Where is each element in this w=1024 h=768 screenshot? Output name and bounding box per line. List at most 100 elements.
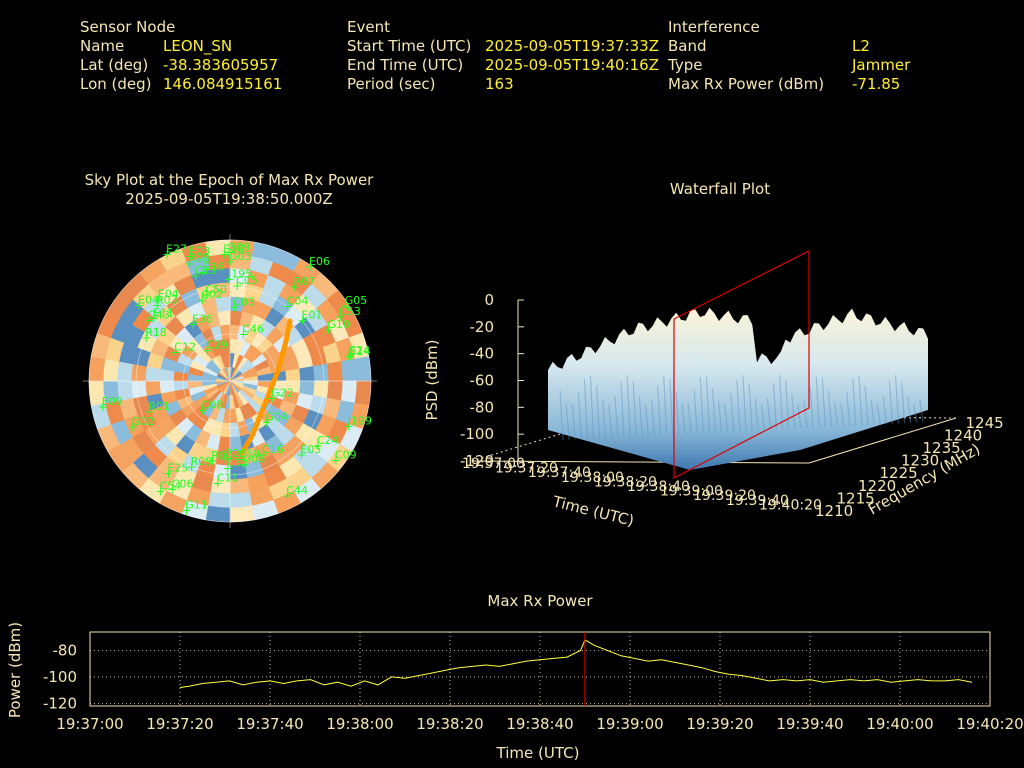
satellite-marker: + (181, 504, 191, 518)
satellite-marker: + (297, 314, 307, 328)
waterfall-time-tick-label: 19:37:20 (495, 461, 558, 477)
satellite-marker: + (344, 350, 354, 364)
satellite-label: G03 (229, 250, 252, 263)
waterfall-streak (888, 381, 893, 424)
waterfall-psd-tick-label: 0 (484, 291, 494, 309)
waterfall-streak (791, 394, 796, 429)
waterfall-psd-tick-label: -20 (470, 318, 495, 336)
waterfall-time-tick-label: 19:40:20 (759, 497, 822, 513)
satellite-label: C13 (195, 264, 217, 277)
satellite-label: C05 (236, 274, 258, 287)
satellite-label: C54 (160, 480, 182, 493)
satellite-label: E11 (153, 306, 174, 319)
event-period-value: 163 (485, 75, 514, 93)
waterfall-streak (742, 375, 747, 432)
waterfall-time-axis (471, 460, 810, 464)
satellite-label: G04 (266, 410, 289, 423)
waterfall-streak (864, 386, 869, 426)
satellite-marker: + (344, 420, 354, 434)
satellite-marker: + (187, 460, 197, 474)
waterfall-streak (589, 375, 595, 439)
waterfall-streak (754, 398, 759, 431)
satellite-label: C50 (205, 283, 227, 296)
waterfall-streak (846, 391, 851, 426)
waterfall-psd-tick-label: -60 (470, 372, 495, 390)
waterfall-streak (718, 401, 723, 433)
satellite-marker: + (188, 317, 198, 331)
satellite-label: C44 (286, 484, 308, 497)
satellite-label: E25 (167, 461, 188, 474)
satellite-marker: + (144, 314, 154, 328)
event-period-label: Period (sec) (347, 75, 436, 93)
waterfall-streak (681, 403, 686, 435)
sensor-lat-label: Lat (deg) (80, 56, 149, 74)
waterfall-streak (693, 389, 698, 434)
waterfall-time-tick-label: 19:37:40 (528, 465, 591, 481)
satellite-label: R03 (156, 293, 178, 306)
sensor-title: Sensor Node (80, 18, 176, 36)
satellite-label: R09 (191, 455, 213, 468)
satellite-marker: + (296, 448, 306, 462)
waterfall-streak (827, 390, 832, 427)
maxrx-x-tick-label: 19:38:40 (506, 715, 573, 733)
waterfall-streak (559, 389, 564, 441)
satellite-marker: + (305, 260, 315, 274)
satellite-label: E03 (189, 244, 210, 257)
waterfall-streak (632, 381, 637, 437)
maxrx-x-tick-label: 19:39:40 (776, 715, 843, 733)
satellite-label: J195 (227, 268, 252, 281)
satellite-label: R98 (188, 252, 210, 265)
satellite-marker: + (267, 392, 277, 406)
waterfall-time-tick-label: 19:39:00 (660, 484, 723, 500)
maxrx-x-tick-label: 19:37:20 (146, 715, 213, 733)
satellite-marker: + (201, 288, 211, 302)
sensor-lon-label: Lon (deg) (80, 75, 152, 93)
satellite-marker: + (207, 454, 217, 468)
maxrx-y-tick-label: -120 (43, 694, 77, 712)
satellite-marker: + (134, 298, 144, 312)
satellite-label: C08 (202, 399, 224, 412)
satellite-label: C29 (206, 338, 228, 351)
satellite-label: C04 (287, 294, 309, 307)
satellite-label: E36 (192, 312, 213, 325)
satellite-marker: + (198, 404, 208, 418)
waterfall-frequency-tick-label: 1225 (880, 464, 918, 482)
maxrx-x-tick-label: 19:38:20 (416, 715, 483, 733)
waterfall-streak (785, 380, 790, 429)
waterfall-streak (638, 396, 643, 437)
waterfall-streak (675, 392, 680, 435)
satellite-marker: + (141, 331, 151, 345)
waterfall-title: Waterfall Plot (669, 180, 771, 198)
waterfall-streak (596, 385, 601, 439)
satellite-label: C53 (339, 305, 361, 318)
satellite-label: C11 (217, 471, 239, 484)
satellite-label: E06 (309, 255, 330, 268)
waterfall-streak (608, 404, 613, 438)
waterfall-streak (803, 401, 808, 429)
waterfall-streak (840, 403, 845, 427)
waterfall-streak (766, 397, 771, 430)
interference-title: Interference (668, 18, 760, 36)
satellite-marker: + (229, 300, 239, 314)
satellite-label: R07 (294, 275, 316, 288)
satellite-marker: + (128, 420, 138, 434)
waterfall-psd-tick-label: -100 (460, 425, 494, 443)
maxrx-x-tick-label: 19:39:00 (596, 715, 663, 733)
satellite-marker: + (283, 299, 293, 313)
waterfall-streak (730, 394, 735, 432)
waterfall-streak (882, 395, 887, 425)
satellite-marker: + (345, 349, 355, 363)
satellite-marker: + (258, 448, 268, 462)
satellite-marker: + (224, 273, 234, 287)
satellite-labels: +J195+G22+E11+C11+G06+G14+E01+C54+G04+E2… (98, 241, 372, 518)
waterfall-streak (772, 383, 778, 430)
satellite-marker: + (198, 266, 208, 280)
satellite-marker: + (239, 457, 249, 471)
satellite-label: G10 (328, 318, 351, 331)
satellite-label: G11 (185, 499, 208, 512)
satellite-label: E04 (138, 293, 159, 306)
satellite-marker: + (154, 292, 164, 306)
waterfall-streak (833, 402, 839, 427)
satellite-marker: + (224, 246, 234, 260)
